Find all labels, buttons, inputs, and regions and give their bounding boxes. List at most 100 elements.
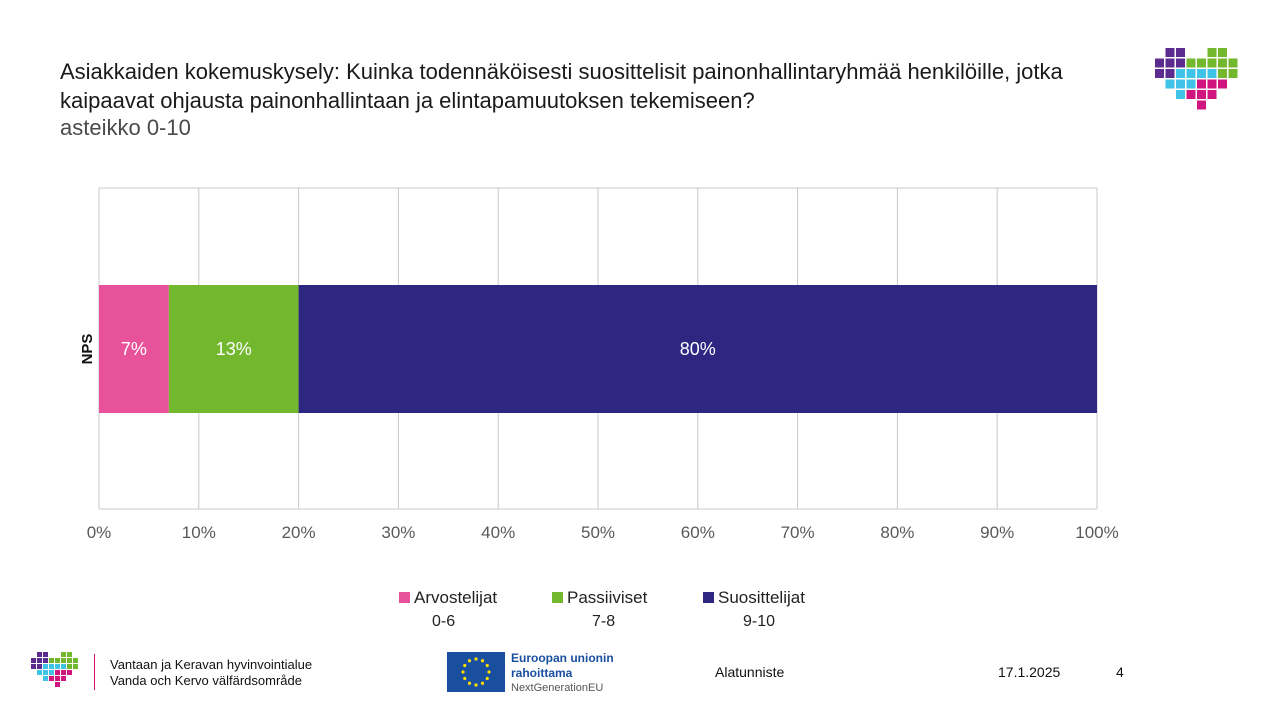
legend-swatch-suosittelijat bbox=[703, 592, 714, 603]
logo-pixel bbox=[1176, 58, 1185, 68]
logo-pixel bbox=[1207, 58, 1217, 68]
logo-pixel bbox=[1165, 48, 1175, 57]
logo-pixel bbox=[1218, 58, 1227, 68]
footer-logo bbox=[31, 652, 78, 687]
eu-star bbox=[487, 670, 491, 674]
eu-star bbox=[461, 670, 465, 674]
logo-pixel bbox=[61, 676, 66, 681]
footer-date: 17.1.2025 bbox=[998, 664, 1061, 680]
legend-item-suosittelijat: Suosittelijat bbox=[703, 588, 805, 608]
eu-star bbox=[467, 681, 472, 685]
x-tick-label: 40% bbox=[481, 523, 515, 542]
eu-star bbox=[480, 681, 485, 685]
logo-pixel bbox=[43, 652, 48, 657]
footer-divider bbox=[94, 654, 95, 690]
logo-pixel bbox=[1165, 79, 1175, 89]
organization-logo bbox=[1155, 48, 1238, 110]
bar-segment-passiiviset bbox=[168, 285, 299, 413]
footer-org-line2: Vanda och Kervo välfärdsområde bbox=[110, 673, 302, 688]
logo-pixel bbox=[1155, 69, 1164, 78]
legend-range-passiiviset: 7-8 bbox=[592, 613, 616, 630]
stacked-bar-chart: 0% 10% 20% 30% 40% 50% 60% 70% 80% 90% 100% 7% 13% 80… bbox=[79, 187, 1119, 542]
eu-star bbox=[474, 683, 478, 687]
legend-item-arvostelijat: Arvostelijat bbox=[399, 588, 497, 608]
logo-pixel bbox=[1165, 69, 1175, 78]
logo-pixel bbox=[37, 652, 42, 657]
logo-pixel bbox=[1176, 48, 1185, 57]
logo-pixel bbox=[1197, 69, 1206, 78]
logo-pixel bbox=[1186, 58, 1196, 68]
bar-data-label: 7% bbox=[121, 339, 147, 359]
eu-star bbox=[463, 676, 467, 681]
bar-segment-arvostelijat bbox=[99, 285, 169, 413]
x-tick-label: 30% bbox=[381, 523, 415, 542]
eu-text-line1: Euroopan unionin bbox=[511, 651, 614, 665]
logo-pixel bbox=[49, 670, 54, 675]
logo-pixel bbox=[43, 670, 48, 675]
chart-subtitle: asteikko 0-10 bbox=[60, 115, 191, 140]
logo-pixel bbox=[1186, 79, 1196, 89]
logo-pixel bbox=[1186, 90, 1196, 99]
logo-pixel bbox=[55, 676, 60, 681]
x-tick-label: 60% bbox=[681, 523, 715, 542]
logo-pixel bbox=[61, 652, 66, 657]
eu-star bbox=[474, 657, 478, 661]
logo-pixel bbox=[1176, 79, 1185, 89]
logo-pixel bbox=[1176, 90, 1185, 99]
x-tick-label: 90% bbox=[980, 523, 1014, 542]
x-tick-label: 20% bbox=[282, 523, 316, 542]
logo-pixel bbox=[1207, 69, 1217, 78]
logo-pixel bbox=[1155, 58, 1164, 68]
eu-funding-text: Euroopan unionin rahoittama NextGenerati… bbox=[511, 651, 614, 696]
x-tick-label: 100% bbox=[1075, 523, 1118, 542]
x-tick-label: 0% bbox=[87, 523, 112, 542]
logo-pixel bbox=[49, 676, 54, 681]
logo-pixel bbox=[31, 658, 36, 663]
eu-star bbox=[467, 659, 472, 663]
eu-star bbox=[480, 659, 485, 663]
logo-pixel bbox=[1218, 69, 1227, 78]
eu-flag-icon bbox=[447, 652, 505, 692]
logo-pixel bbox=[37, 658, 42, 663]
legend-label-suosittelijat: Suosittelijat bbox=[718, 588, 805, 607]
footer-organization: Vantaan ja Keravan hyvinvointialue Vanda… bbox=[110, 657, 312, 689]
logo-pixel bbox=[43, 676, 48, 681]
legend-label-passiiviset: Passiiviset bbox=[567, 588, 648, 607]
x-tick-label: 70% bbox=[781, 523, 815, 542]
eu-star bbox=[463, 663, 467, 668]
logo-pixel bbox=[67, 664, 72, 669]
logo-pixel bbox=[1228, 69, 1238, 78]
logo-pixel bbox=[49, 658, 54, 663]
logo-pixel bbox=[73, 664, 78, 669]
logo-pixel bbox=[67, 652, 72, 657]
footer-org-line1: Vantaan ja Keravan hyvinvointialue bbox=[110, 657, 313, 672]
logo-pixel bbox=[61, 670, 66, 675]
logo-pixel bbox=[37, 664, 42, 669]
logo-pixel bbox=[67, 670, 72, 675]
y-category-label: NPS bbox=[79, 334, 96, 365]
logo-pixel bbox=[1165, 58, 1175, 68]
logo-pixel bbox=[61, 658, 66, 663]
footer-note: Alatunniste bbox=[715, 664, 785, 680]
logo-pixel bbox=[1197, 100, 1206, 110]
logo-pixel bbox=[55, 664, 60, 669]
bar-data-label: 80% bbox=[680, 339, 716, 359]
chart-title: Asiakkaiden kokemuskysely: Kuinka todenn… bbox=[60, 59, 1063, 113]
logo-pixel bbox=[1207, 90, 1217, 99]
x-tick-label: 50% bbox=[581, 523, 615, 542]
eu-star bbox=[485, 676, 489, 681]
x-tick-label: 10% bbox=[182, 523, 216, 542]
eu-star bbox=[485, 663, 489, 668]
legend-item-passiiviset: Passiiviset bbox=[552, 588, 647, 608]
logo-pixel bbox=[43, 664, 48, 669]
logo-pixel bbox=[61, 664, 66, 669]
legend-label-arvostelijat: Arvostelijat bbox=[414, 588, 498, 607]
logo-pixel bbox=[43, 658, 48, 663]
logo-pixel bbox=[55, 670, 60, 675]
logo-pixel bbox=[73, 658, 78, 663]
logo-pixel bbox=[1228, 58, 1238, 68]
legend-swatch-passiiviset bbox=[552, 592, 563, 603]
bar-data-label: 13% bbox=[216, 339, 252, 359]
logo-pixel bbox=[31, 664, 36, 669]
legend-range-arvostelijat: 0-6 bbox=[432, 613, 456, 630]
